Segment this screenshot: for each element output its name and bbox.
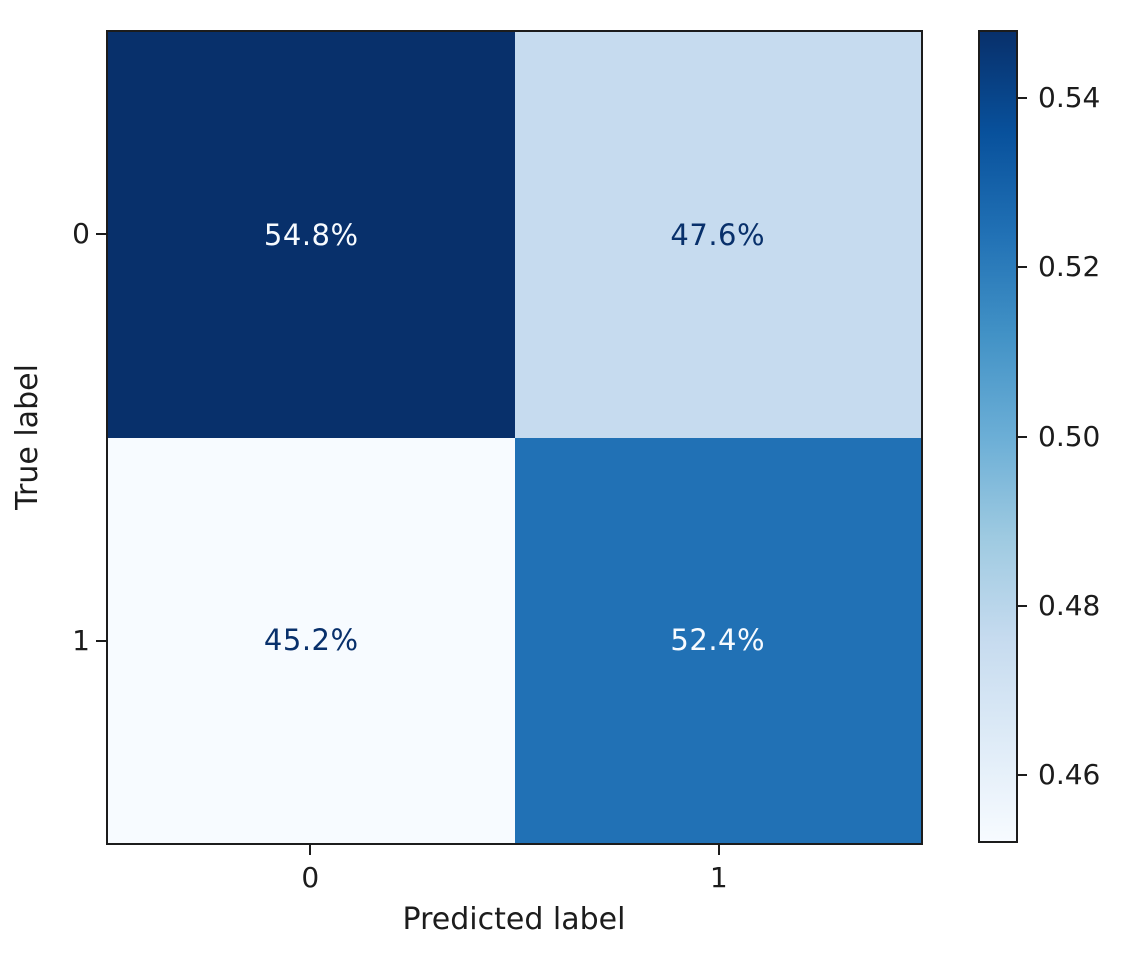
cell-value-label: 52.4% [670, 623, 766, 658]
y-tick-label-1: 1 [72, 624, 90, 658]
colorbar-tick-mark [1018, 774, 1027, 777]
y-tick-label-0: 0 [72, 216, 90, 250]
colorbar-gradient [978, 30, 1018, 843]
colorbar-tick-label-0.48: 0.48 [1038, 588, 1101, 622]
heatmap-cell-r1c0: 45.2% [108, 437, 515, 843]
y-axis-label: True label [10, 364, 45, 510]
x-tick-mark [717, 845, 720, 855]
y-tick-mark [96, 640, 106, 643]
colorbar-tick-label-0.50: 0.50 [1038, 419, 1101, 453]
heatmap-cell-r0c0: 54.8% [108, 32, 515, 438]
colorbar-tick-label-0.54: 0.54 [1038, 80, 1101, 114]
heatmap-cell-r1c1: 52.4% [514, 437, 921, 843]
x-axis-label: Predicted label [402, 902, 626, 937]
cell-value-label: 47.6% [670, 217, 766, 252]
colorbar-tick-mark [1018, 435, 1027, 438]
colorbar-tick-mark [1018, 604, 1027, 607]
colorbar-tick-label-0.52: 0.52 [1038, 250, 1101, 284]
heatmap-grid: 54.8% 47.6% 45.2% 52.4% [108, 32, 921, 843]
colorbar-tick-mark [1018, 266, 1027, 269]
y-tick-mark [96, 232, 106, 235]
x-tick-mark [309, 845, 312, 855]
colorbar-tick-mark [1018, 96, 1027, 99]
heatmap-plot-area: 54.8% 47.6% 45.2% 52.4% [106, 30, 923, 845]
cell-value-label: 45.2% [263, 623, 359, 658]
colorbar-tick-label-0.46: 0.46 [1038, 758, 1101, 792]
x-tick-label-1: 1 [709, 861, 728, 894]
heatmap-cell-r0c1: 47.6% [514, 32, 921, 438]
cell-value-label: 54.8% [263, 217, 359, 252]
x-tick-label-0: 0 [301, 861, 320, 894]
